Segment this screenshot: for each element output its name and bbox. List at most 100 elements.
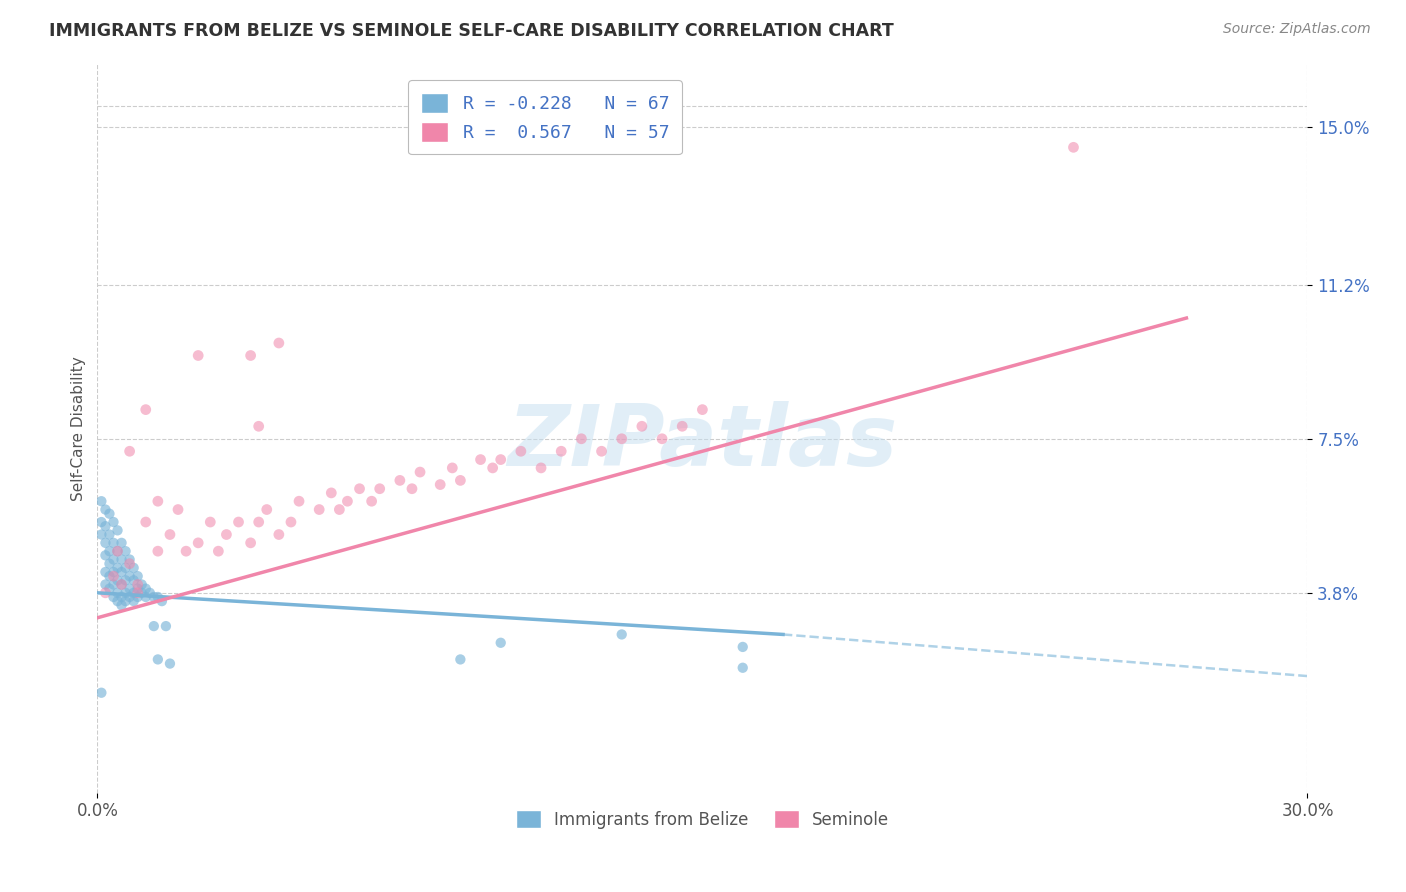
- Point: [118, 444, 141, 458]
- Point: [336, 494, 359, 508]
- Point: [441, 461, 464, 475]
- Point: [142, 590, 165, 604]
- Point: [127, 586, 149, 600]
- Point: [368, 482, 391, 496]
- Point: [256, 502, 278, 516]
- Point: [150, 594, 173, 608]
- Point: [94, 565, 117, 579]
- Point: [103, 577, 125, 591]
- Point: [110, 599, 132, 613]
- Point: [409, 465, 432, 479]
- Point: [631, 419, 654, 434]
- Point: [731, 640, 754, 654]
- Text: IMMIGRANTS FROM BELIZE VS SEMINOLE SELF-CARE DISABILITY CORRELATION CHART: IMMIGRANTS FROM BELIZE VS SEMINOLE SELF-…: [49, 22, 894, 40]
- Point: [159, 527, 181, 541]
- Point: [94, 502, 117, 516]
- Point: [107, 544, 129, 558]
- Point: [98, 557, 121, 571]
- Point: [118, 582, 141, 596]
- Point: [90, 494, 112, 508]
- Point: [94, 577, 117, 591]
- Point: [127, 582, 149, 596]
- Point: [127, 590, 149, 604]
- Point: [103, 569, 125, 583]
- Point: [127, 569, 149, 583]
- Point: [651, 432, 673, 446]
- Y-axis label: Self-Care Disability: Self-Care Disability: [72, 356, 86, 500]
- Point: [107, 586, 129, 600]
- Point: [131, 586, 153, 600]
- Point: [118, 552, 141, 566]
- Point: [207, 544, 229, 558]
- Point: [571, 432, 593, 446]
- Point: [94, 586, 117, 600]
- Point: [107, 544, 129, 558]
- Point: [146, 494, 169, 508]
- Point: [280, 515, 302, 529]
- Point: [122, 574, 145, 588]
- Point: [288, 494, 311, 508]
- Point: [135, 590, 157, 604]
- Point: [1063, 140, 1085, 154]
- Point: [90, 527, 112, 541]
- Point: [94, 519, 117, 533]
- Point: [98, 544, 121, 558]
- Point: [98, 569, 121, 583]
- Point: [388, 474, 411, 488]
- Point: [103, 515, 125, 529]
- Point: [591, 444, 613, 458]
- Point: [530, 461, 553, 475]
- Point: [215, 527, 238, 541]
- Point: [671, 419, 693, 434]
- Point: [90, 686, 112, 700]
- Point: [167, 502, 190, 516]
- Point: [114, 544, 136, 558]
- Point: [308, 502, 330, 516]
- Point: [321, 486, 343, 500]
- Text: Source: ZipAtlas.com: Source: ZipAtlas.com: [1223, 22, 1371, 37]
- Point: [449, 474, 471, 488]
- Point: [98, 527, 121, 541]
- Point: [550, 444, 572, 458]
- Point: [610, 627, 633, 641]
- Point: [692, 402, 714, 417]
- Point: [127, 577, 149, 591]
- Point: [228, 515, 250, 529]
- Point: [146, 544, 169, 558]
- Point: [122, 586, 145, 600]
- Point: [114, 574, 136, 588]
- Point: [610, 432, 633, 446]
- Point: [103, 552, 125, 566]
- Point: [247, 419, 270, 434]
- Legend: Immigrants from Belize, Seminole: Immigrants from Belize, Seminole: [509, 804, 896, 835]
- Point: [159, 657, 181, 671]
- Point: [122, 561, 145, 575]
- Point: [239, 349, 262, 363]
- Point: [489, 452, 512, 467]
- Point: [107, 524, 129, 538]
- Point: [146, 652, 169, 666]
- Point: [135, 402, 157, 417]
- Point: [509, 444, 531, 458]
- Point: [98, 582, 121, 596]
- Point: [360, 494, 382, 508]
- Point: [267, 336, 290, 351]
- Point: [118, 590, 141, 604]
- Point: [103, 565, 125, 579]
- Point: [107, 574, 129, 588]
- Point: [187, 349, 209, 363]
- Point: [139, 586, 162, 600]
- Point: [731, 661, 754, 675]
- Point: [146, 590, 169, 604]
- Point: [94, 549, 117, 563]
- Point: [267, 527, 290, 541]
- Point: [103, 590, 125, 604]
- Point: [110, 552, 132, 566]
- Point: [135, 515, 157, 529]
- Point: [401, 482, 423, 496]
- Point: [122, 594, 145, 608]
- Point: [174, 544, 197, 558]
- Text: ZIPatlas: ZIPatlas: [508, 401, 897, 484]
- Point: [114, 561, 136, 575]
- Point: [107, 594, 129, 608]
